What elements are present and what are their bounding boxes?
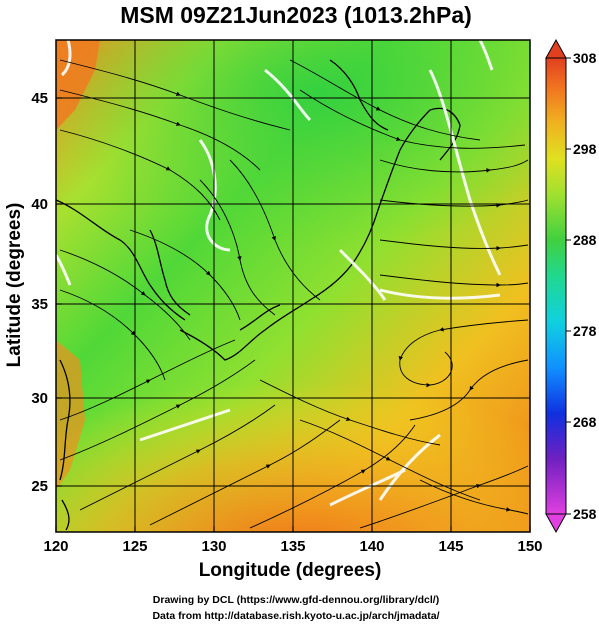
colorbar-tick-label: 278 [573,323,597,339]
warm-continent-northwest [56,40,100,130]
y-tick-label: 40 [31,196,48,213]
y-axis-label: Latitude (degrees) [4,203,25,368]
colorbar-gradient [545,57,567,515]
x-tick-label: 130 [201,538,226,555]
colorbar-tick-label: 308 [573,50,597,66]
colorbar-tick-label: 268 [573,414,597,430]
warm-continent-southwest [56,340,85,490]
colorbar: 308 298 288 278 268 258 [545,38,597,534]
x-axis-label: Longitude (degrees) [199,560,382,581]
credit-data: Data from http://database.rish.kyoto-u.a… [152,610,439,622]
colorbar-tick-label: 298 [573,141,597,157]
colorbar-bottom-arrow [545,513,567,534]
x-axis: 120 125 130 135 140 145 150 Longitude (d… [43,526,543,581]
map-panel [56,40,530,532]
colorbar-tick-label: 258 [573,506,597,522]
colorbar-tick-label: 288 [573,232,597,248]
grid-lines [56,40,530,532]
x-tick-label: 135 [280,538,305,555]
y-tick-label: 30 [31,390,48,407]
credit-drawing: Drawing by DCL (https://www.gfd-dennou.o… [153,594,439,606]
y-tick-label: 35 [31,296,48,313]
x-tick-label: 120 [43,538,68,555]
colorbar-top-arrow [545,38,567,59]
x-tick-label: 150 [517,538,542,555]
x-tick-label: 140 [359,538,384,555]
wind-streamlines [59,59,529,529]
x-tick-label: 125 [122,538,147,555]
figure-title: MSM 09Z21Jun2023 (1013.2hPa) [120,2,472,28]
y-axis: 45 40 35 30 25 Latitude (degrees) [4,90,62,495]
x-tick-label: 145 [438,538,463,555]
y-tick-label: 45 [31,90,48,107]
y-tick-label: 25 [31,478,48,495]
